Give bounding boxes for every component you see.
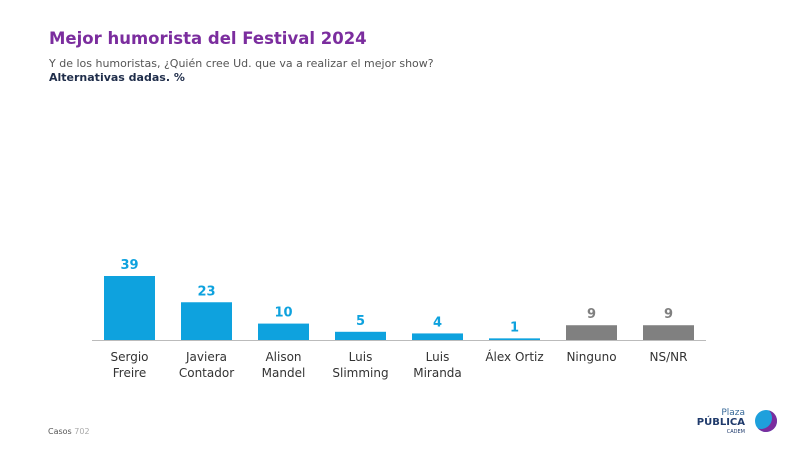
bar	[181, 302, 232, 340]
category-label: Javiera	[185, 350, 227, 364]
category-label: NS/NR	[650, 350, 688, 364]
category-label: Mandel	[262, 366, 306, 380]
data-label: 23	[197, 284, 215, 299]
chart-subtitle: Y de los humoristas, ¿Quién cree Ud. que…	[49, 57, 434, 70]
category-label: Miranda	[413, 366, 462, 380]
category-label: Slimming	[332, 366, 388, 380]
logo-mark-icon	[755, 410, 777, 432]
data-label: 9	[664, 307, 673, 322]
bar	[335, 331, 386, 340]
category-label: Álex Ortiz	[485, 349, 543, 364]
category-label: Sergio	[110, 350, 148, 364]
plaza-publica-logo: Plaza PÚBLICA CADEM	[697, 408, 785, 438]
logo-line3: CADEM	[726, 429, 745, 435]
data-label: 1	[510, 320, 519, 335]
sample-size: Casos 702	[48, 427, 90, 436]
bar	[566, 325, 617, 340]
casos-value: 702	[74, 427, 90, 436]
category-label: Luis	[349, 350, 373, 364]
data-label: 5	[356, 314, 365, 329]
bar	[104, 276, 155, 340]
casos-label: Casos	[48, 427, 72, 436]
bar	[489, 338, 540, 340]
bar	[258, 323, 309, 340]
bar	[412, 333, 463, 340]
logo-line2: PÚBLICA	[696, 417, 745, 428]
bar	[643, 325, 694, 340]
chart-subtitle-units: Alternativas dadas. %	[49, 71, 185, 84]
category-label: Freire	[113, 366, 146, 380]
data-label: 9	[587, 307, 596, 322]
chart-title: Mejor humorista del Festival 2024	[49, 29, 367, 48]
category-label: Ninguno	[566, 350, 616, 364]
category-label: Alison	[265, 350, 301, 364]
data-label: 10	[274, 306, 292, 321]
logo-line1: Plaza	[721, 408, 745, 418]
category-label: Luis	[426, 350, 450, 364]
data-label: 4	[433, 315, 442, 330]
category-label: Contador	[179, 366, 234, 380]
data-label: 39	[120, 258, 138, 273]
